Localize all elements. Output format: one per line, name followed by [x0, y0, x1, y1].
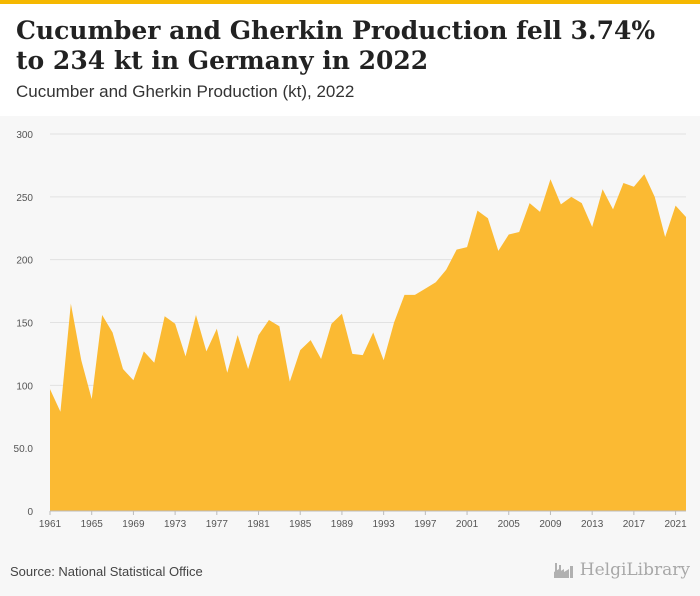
y-tick-label: 0: [27, 507, 33, 518]
x-tick-label: 2021: [664, 519, 687, 530]
data-point: [456, 249, 458, 251]
x-tick-label: 1997: [414, 519, 437, 530]
chart-footer: Source: National Statistical Office Helg…: [0, 546, 700, 596]
data-point: [539, 211, 541, 213]
data-point: [664, 236, 666, 238]
x-tick-label: 1969: [122, 519, 145, 530]
factory-icon: [553, 561, 575, 579]
data-point: [59, 411, 61, 413]
x-tick-label: 2001: [456, 519, 479, 530]
data-point: [487, 217, 489, 219]
data-point: [237, 334, 239, 336]
y-tick-label: 50.0: [14, 444, 34, 455]
data-point: [289, 381, 291, 383]
data-point: [101, 314, 103, 316]
data-point: [643, 173, 645, 175]
source-note: Source: National Statistical Office: [10, 564, 203, 579]
data-point: [247, 368, 249, 370]
data-point: [91, 398, 93, 400]
data-point: [362, 354, 364, 356]
data-point: [320, 358, 322, 360]
accent-bar: [0, 0, 700, 4]
data-point: [497, 250, 499, 252]
data-point: [70, 303, 72, 305]
y-tick-label: 200: [16, 256, 33, 267]
data-point: [164, 315, 166, 317]
data-point: [560, 203, 562, 205]
data-point: [393, 322, 395, 324]
data-point: [205, 350, 207, 352]
data-point: [195, 314, 197, 316]
data-point: [591, 226, 593, 228]
data-point: [633, 186, 635, 188]
data-point: [414, 294, 416, 296]
data-point: [331, 323, 333, 325]
y-tick-label: 300: [16, 130, 33, 141]
data-point: [258, 334, 260, 336]
data-point: [351, 353, 353, 355]
data-point: [372, 332, 374, 334]
data-point: [518, 231, 520, 233]
brand-name: HelgiLibrary: [579, 560, 690, 580]
data-point: [112, 332, 114, 334]
data-point: [581, 202, 583, 204]
series-area: [49, 173, 687, 512]
data-point: [226, 372, 228, 374]
x-tick-label: 1977: [206, 519, 229, 530]
brand-logo[interactable]: HelgiLibrary: [553, 560, 690, 580]
data-point: [435, 281, 437, 283]
data-point: [403, 294, 405, 296]
chart-header: Cucumber and Gherkin Production fell 3.7…: [0, 4, 700, 116]
data-point: [153, 362, 155, 364]
chart-subtitle: Cucumber and Gherkin Production (kt), 20…: [16, 82, 355, 101]
data-point: [185, 355, 187, 357]
area-chart: 0 50.0 100 150 200 250 300 1961 1965 1969 1973 1977…: [14, 130, 688, 530]
data-point: [310, 339, 312, 341]
y-tick-label: 150: [16, 319, 33, 330]
data-point: [80, 359, 82, 361]
x-tick-label: 2017: [623, 519, 646, 530]
data-point: [654, 196, 656, 198]
data-point: [132, 379, 134, 381]
y-tick-label: 250: [16, 193, 33, 204]
data-point: [174, 323, 176, 325]
x-tick-label: 1981: [247, 519, 270, 530]
axes: 0 50.0 100 150 200 250 300 1961 1965 1969 1973 1977…: [14, 130, 688, 530]
data-point: [685, 216, 687, 218]
chart-title: Cucumber and Gherkin Production fell 3.7…: [16, 16, 656, 75]
data-point: [299, 349, 301, 351]
data-point: [122, 368, 124, 370]
data-point: [675, 205, 677, 207]
production-area: [50, 174, 686, 512]
data-point: [612, 208, 614, 210]
y-tick-label: 100: [16, 381, 33, 392]
x-tick-label: 1965: [81, 519, 104, 530]
data-point: [602, 188, 604, 190]
data-point: [549, 178, 551, 180]
data-point: [341, 313, 343, 315]
data-point: [476, 210, 478, 212]
x-tick-label: 2013: [581, 519, 604, 530]
x-tick-label: 1961: [39, 519, 62, 530]
x-tick-label: 1985: [289, 519, 312, 530]
x-tick-label: 2005: [498, 519, 521, 530]
x-tick-label: 1989: [331, 519, 354, 530]
data-point: [466, 246, 468, 248]
data-point: [570, 196, 572, 198]
data-point: [508, 234, 510, 236]
x-tick-label: 1993: [373, 519, 396, 530]
data-point: [445, 269, 447, 271]
data-point: [278, 325, 280, 327]
x-tick-label: 1973: [164, 519, 187, 530]
data-point: [49, 388, 51, 390]
x-tick-label: 2009: [539, 519, 562, 530]
data-point: [143, 350, 145, 352]
data-point: [424, 288, 426, 290]
data-point: [383, 359, 385, 361]
data-point: [622, 182, 624, 184]
data-point: [268, 319, 270, 321]
data-point: [529, 202, 531, 204]
data-point: [216, 328, 218, 330]
chart-panel: 0 50.0 100 150 200 250 300 1961 1965 1969 1973 1977…: [0, 116, 700, 546]
